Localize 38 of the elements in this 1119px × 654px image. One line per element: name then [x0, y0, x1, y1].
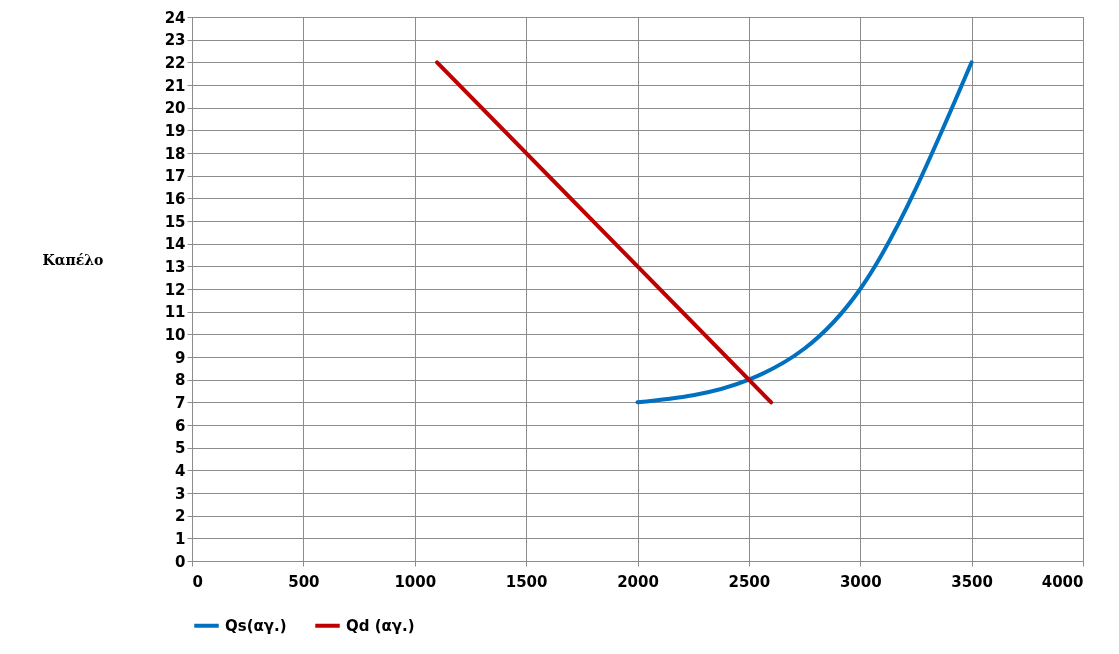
- y-tick-label: 7: [175, 393, 186, 412]
- y-tick-label: 2: [175, 507, 186, 526]
- legend-label: Qd (αγ.): [346, 616, 415, 635]
- y-axis-title: Καπέλο: [42, 251, 104, 268]
- y-tick-label: 15: [164, 212, 186, 231]
- y-tick-label: 4: [175, 461, 186, 480]
- y-tick-label: 1: [175, 529, 186, 548]
- x-tick-label: 2000: [617, 572, 659, 591]
- x-tick-label: 4000: [1041, 572, 1084, 591]
- y-tick-label: 14: [164, 235, 186, 254]
- y-tick-label: 0: [175, 552, 186, 571]
- y-tick-label: 20: [164, 99, 186, 118]
- y-tick-label: 17: [164, 167, 186, 186]
- y-tick-label: 10: [164, 325, 186, 344]
- y-tick-label: 22: [164, 53, 186, 72]
- y-tick-label: 16: [164, 189, 186, 208]
- y-tick-label: 12: [164, 280, 186, 299]
- x-tick-label: 500: [288, 572, 320, 591]
- x-tick-label: 3000: [839, 572, 882, 591]
- y-tick-label: 11: [164, 303, 186, 322]
- y-tick-label: 19: [164, 121, 186, 140]
- y-tick-label: 13: [164, 257, 186, 276]
- y-tick-label: 6: [175, 416, 186, 435]
- y-tick-label: 23: [164, 31, 186, 50]
- x-tick-label: 2500: [728, 572, 771, 591]
- legend-label: Qs(αγ.): [225, 616, 287, 635]
- x-tick-label: 1000: [394, 572, 437, 591]
- x-tick-label: 3500: [951, 572, 993, 591]
- x-tick-label: 1500: [505, 572, 548, 591]
- y-tick-label: 3: [175, 484, 186, 503]
- y-tick-label: 24: [164, 8, 186, 27]
- y-tick-label: 21: [164, 76, 186, 95]
- y-tick-label: 18: [164, 144, 186, 163]
- y-tick-label: 8: [175, 371, 186, 390]
- y-tick-label: 9: [175, 348, 186, 367]
- x-tick-label: 0: [192, 572, 203, 591]
- line-series: [635, 60, 974, 405]
- y-tick-label: 5: [175, 439, 186, 458]
